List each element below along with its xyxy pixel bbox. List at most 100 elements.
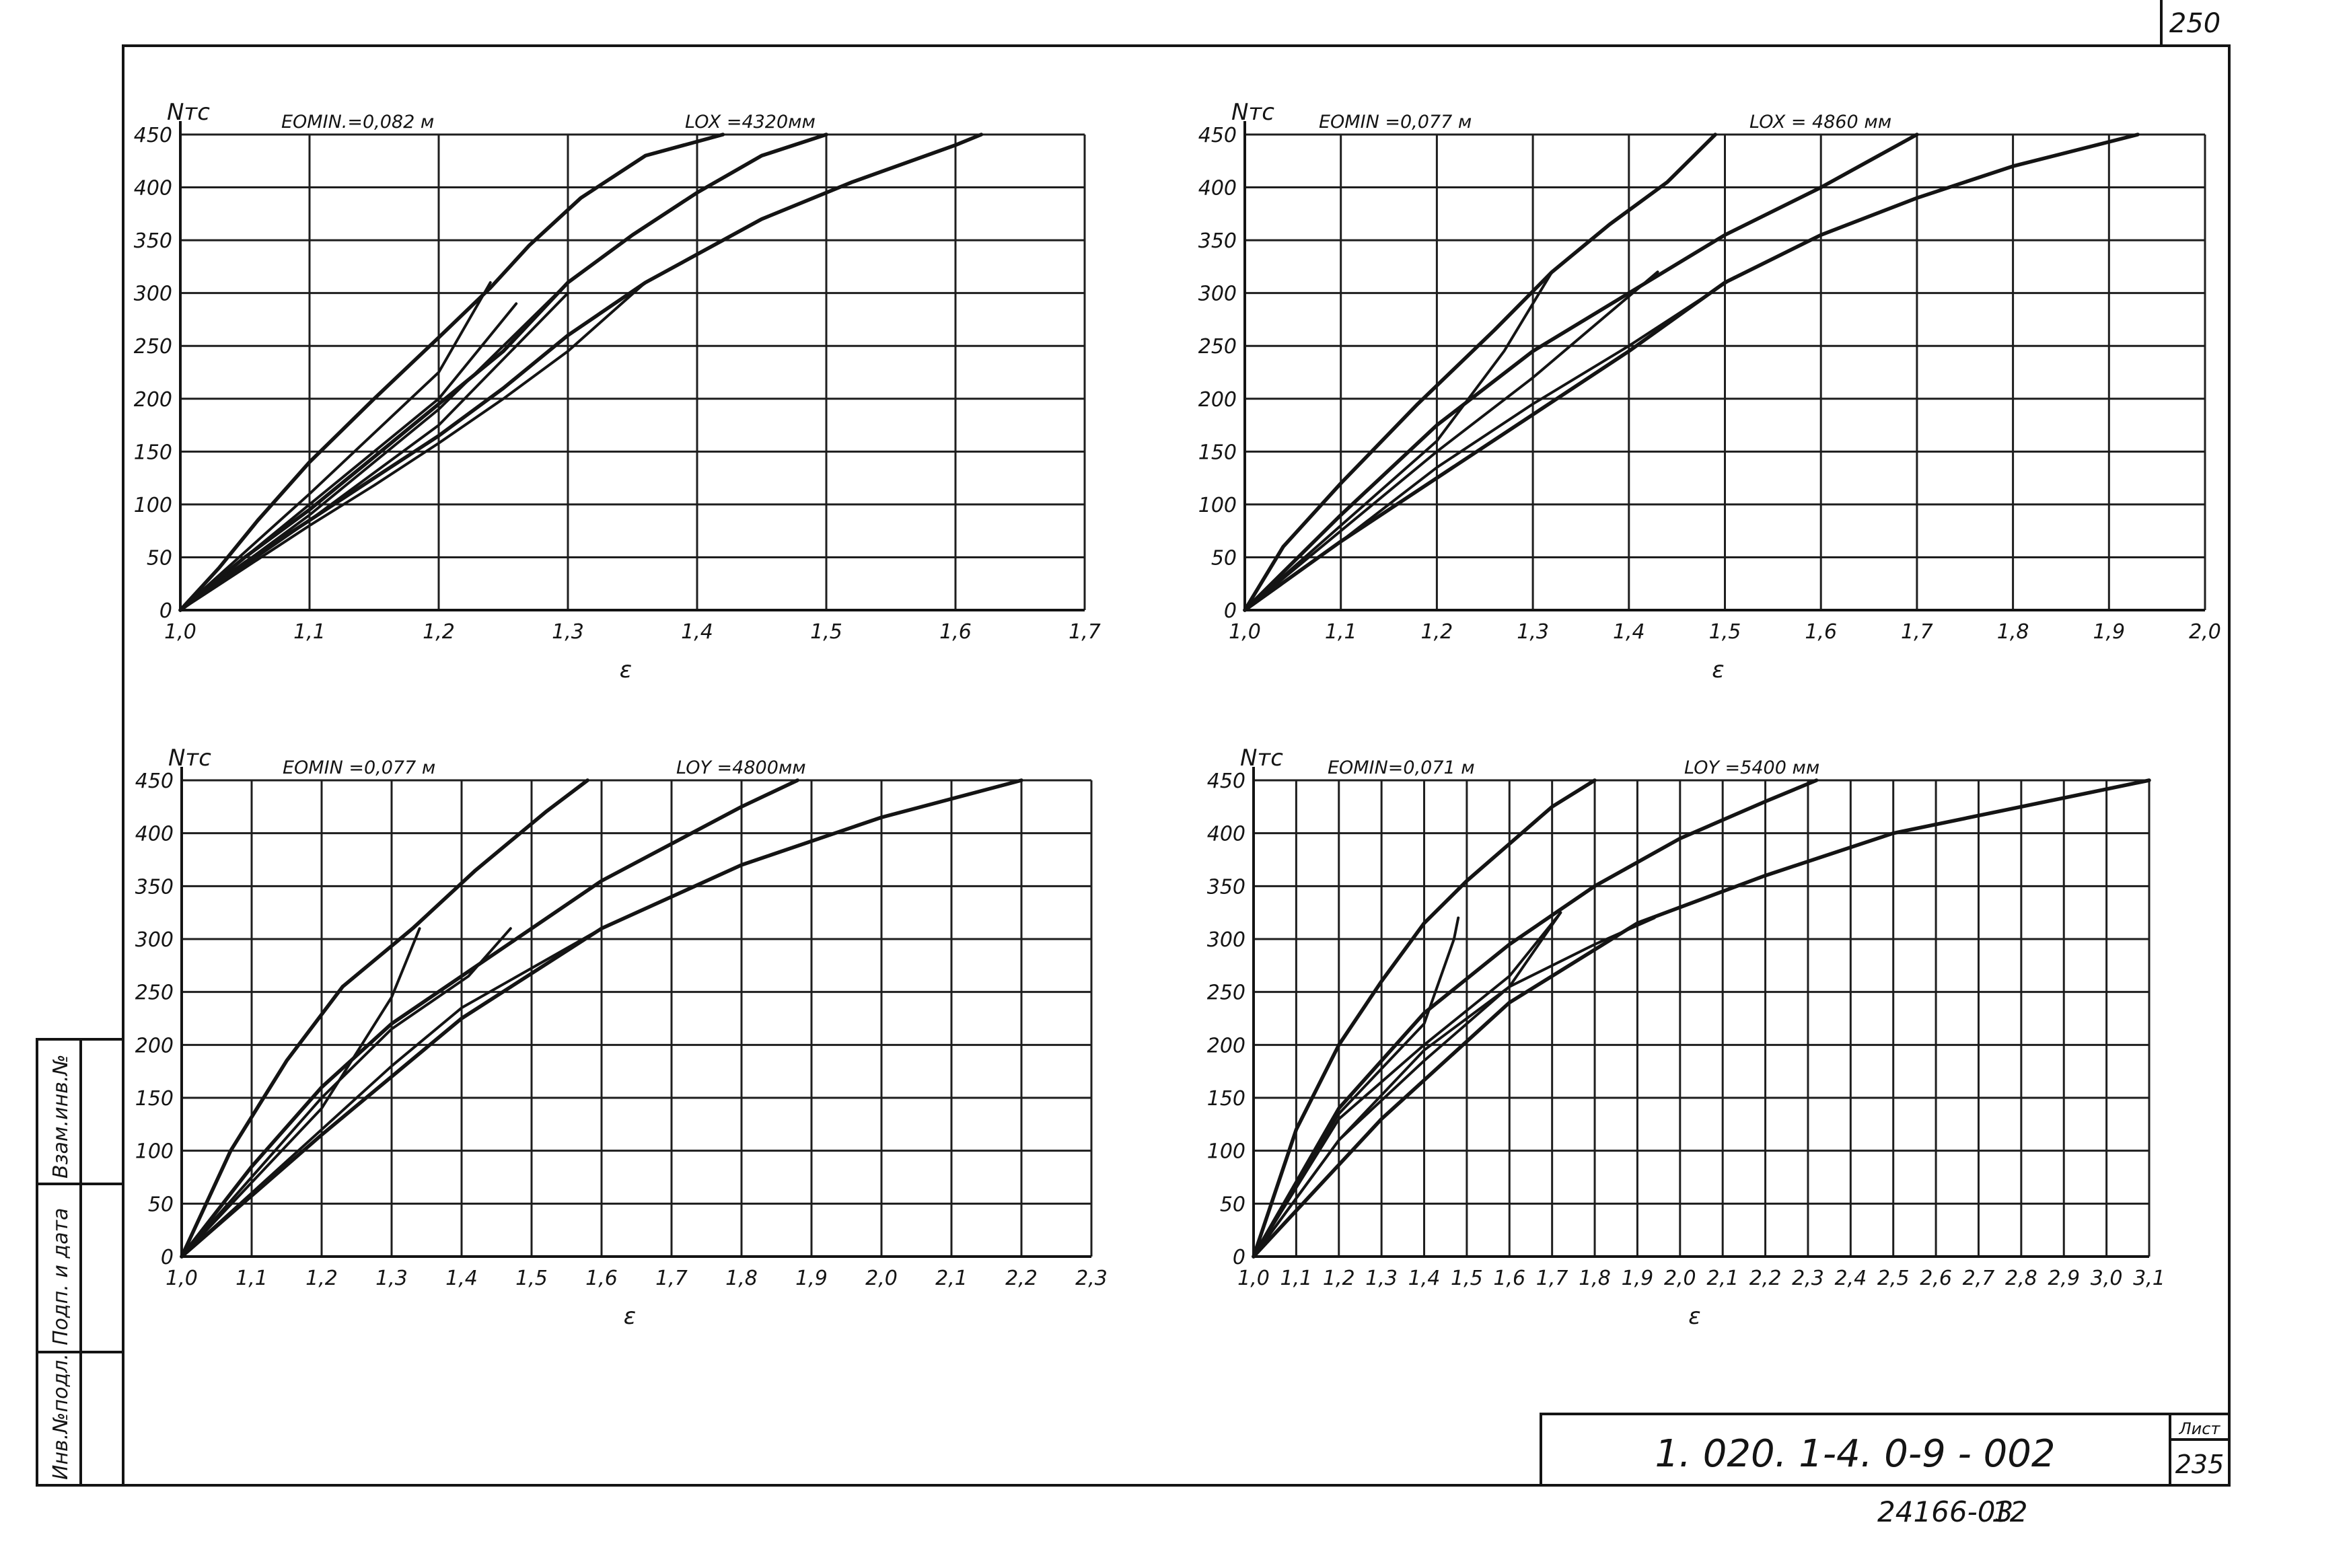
x-tick-label: 1,2 <box>1323 1267 1355 1290</box>
x-tick-label: 2,7 <box>1963 1267 1995 1290</box>
y-tick-label: 100 <box>1198 494 1237 517</box>
series-curve-1 <box>1243 133 1717 612</box>
x-tick-label: 2,4 <box>1834 1267 1867 1290</box>
series-curve-1 <box>180 778 589 1259</box>
y-axis-label: Nтс <box>1231 99 1274 126</box>
series-curve-6 <box>179 291 569 611</box>
y-tick-label: 150 <box>1207 1087 1245 1111</box>
x-tick-label: 2,5 <box>1877 1267 1910 1290</box>
x-tick-label: 2,9 <box>2048 1267 2080 1290</box>
header-eccentricity: EOMIN =0,077 м <box>1319 112 1472 133</box>
y-tick-label: 0 <box>1233 1246 1245 1269</box>
header-length: LOY =5400 мм <box>1684 757 1819 778</box>
series-curve-2 <box>1252 778 1819 1259</box>
y-tick-label: 50 <box>147 546 172 570</box>
x-tick-label: 1,8 <box>1997 620 2029 644</box>
x-tick-label: 2,0 <box>2189 620 2221 644</box>
x-tick-label: 2,0 <box>1664 1267 1696 1290</box>
series-curve-3 <box>178 133 984 612</box>
y-tick-label: 450 <box>1207 770 1245 793</box>
y-tick-label: 350 <box>134 229 172 253</box>
x-axis-label: ε <box>620 657 632 683</box>
x-tick-label: 2,2 <box>1749 1267 1782 1290</box>
x-tick-label: 1,6 <box>1805 620 1837 644</box>
series-curve-4 <box>179 281 647 611</box>
x-tick-label: 1,4 <box>1613 620 1645 644</box>
y-tick-label: 450 <box>135 770 174 793</box>
x-tick-label: 1,0 <box>1229 620 1261 644</box>
y-tick-label: 200 <box>1198 388 1237 412</box>
x-tick-label: 1,6 <box>585 1267 618 1290</box>
corner-number: 250 <box>2169 8 2220 39</box>
header-length: LOX =4320мм <box>685 112 816 133</box>
x-tick-label: 1,2 <box>423 620 455 644</box>
x-tick-label: 1,4 <box>445 1267 478 1290</box>
y-tick-label: 100 <box>1207 1140 1245 1164</box>
x-tick-label: 2,6 <box>1920 1267 1952 1290</box>
x-tick-label: 1,3 <box>375 1267 408 1290</box>
archive-number: 24166-03 <box>1877 1495 2013 1528</box>
x-tick-label: 3,1 <box>2133 1267 2165 1290</box>
x-tick-label: 1,5 <box>1451 1267 1483 1290</box>
x-tick-label: 1,6 <box>939 620 972 644</box>
y-tick-label: 450 <box>1198 124 1237 147</box>
y-tick-label: 50 <box>148 1193 174 1216</box>
y-tick-label: 400 <box>1207 823 1245 846</box>
copy-number: 12 <box>1992 1495 2027 1528</box>
series-curve-4 <box>180 927 603 1258</box>
x-tick-label: 1,7 <box>1536 1267 1568 1290</box>
chart-4: 1,0 1,1 1,2 1,3 1,4 1,5 1,6 1,7 1,8 1,9 2,0 2,1 2,2 2… <box>1207 745 2165 1330</box>
x-tick-label: 2,3 <box>1792 1267 1824 1290</box>
series-curve-6 <box>1243 270 1659 611</box>
side-stamp-replacement: Взам.инв.№ <box>49 1054 73 1179</box>
series-curve-5 <box>180 927 421 1258</box>
y-tick-label: 100 <box>134 494 172 517</box>
y-tick-label: 150 <box>1198 441 1237 464</box>
series-curve-6 <box>1252 911 1562 1258</box>
y-tick-label: 250 <box>1207 981 1245 1005</box>
x-tick-label: 1,5 <box>515 1267 548 1290</box>
x-tick-label: 1,4 <box>681 620 713 644</box>
y-tick-label: 300 <box>135 928 174 952</box>
header-eccentricity: EOMIN=0,071 м <box>1328 757 1475 778</box>
y-tick-label: 100 <box>135 1140 174 1164</box>
y-tick-label: 350 <box>135 875 174 899</box>
series-curve-3 <box>1243 133 2140 612</box>
chart-1: 1,0 1,1 1,2 1,3 1,4 1,5 1,6 1,7 0 50 100 150 200 250 3… <box>134 99 1101 683</box>
x-tick-label: 1,1 <box>236 1267 268 1290</box>
y-tick-label: 300 <box>1198 283 1237 306</box>
y-tick-label: 400 <box>135 823 174 846</box>
x-tick-label: 1,0 <box>166 1267 198 1290</box>
x-tick-label: 2,3 <box>1075 1267 1108 1290</box>
y-tick-label: 250 <box>135 981 174 1005</box>
y-tick-label: 50 <box>1211 546 1237 570</box>
side-stamp-inventory: Инв.№подл. <box>49 1353 73 1480</box>
x-tick-label: 1,2 <box>305 1267 338 1290</box>
x-tick-label: 1,3 <box>552 620 584 644</box>
x-tick-label: 1,1 <box>293 620 326 644</box>
header-length: LOY =4800мм <box>676 757 806 778</box>
series-curve-7 <box>1252 911 1562 1258</box>
title-block: 1. 020. 1-4. 0-9 - 002 Лист 235 <box>1540 1413 2231 1487</box>
series-curve-8 <box>179 281 569 611</box>
x-tick-label: 1,6 <box>1493 1267 1525 1290</box>
x-axis-label: ε <box>1688 1303 1700 1330</box>
header-length: LOX = 4860 мм <box>1749 112 1891 133</box>
x-axis-label: ε <box>1712 657 1724 683</box>
series-curve-7 <box>179 281 492 611</box>
y-tick-label: 200 <box>134 388 172 412</box>
y-tick-label: 300 <box>134 283 172 306</box>
series-curve-2 <box>1243 133 1919 612</box>
x-tick-label: 2,1 <box>1706 1267 1739 1290</box>
series-curve-5 <box>179 302 518 611</box>
x-tick-label: 1,7 <box>1069 620 1101 644</box>
x-tick-label: 1,2 <box>1421 620 1453 644</box>
y-tick-label: 400 <box>1198 177 1237 200</box>
y-tick-label: 350 <box>1198 229 1237 253</box>
series-curve-1 <box>1252 778 1597 1259</box>
y-tick-label: 0 <box>159 599 172 623</box>
series-curve-3 <box>1252 778 2151 1259</box>
x-tick-label: 2,0 <box>865 1267 898 1290</box>
y-tick-label: 250 <box>134 335 172 359</box>
